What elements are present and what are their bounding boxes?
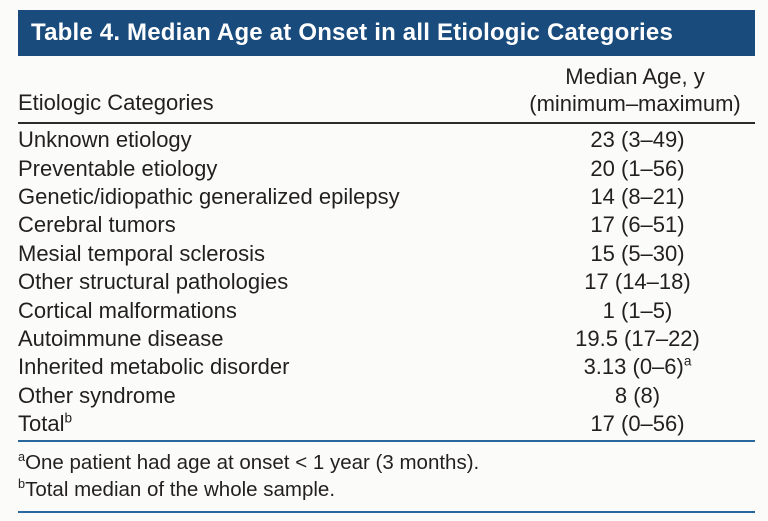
- value-label: 23 (3–49): [590, 127, 685, 153]
- category-superscript: b: [64, 410, 73, 426]
- value-label: 14 (8–21): [590, 183, 685, 209]
- category-cell: Genetic/idiopathic generalized epilepsy: [18, 184, 520, 210]
- category-label: Mesial temporal sclerosis: [18, 240, 265, 266]
- category-cell: Autoimmune disease: [18, 326, 520, 352]
- footnotes-bottom-rule: [18, 511, 755, 514]
- column-header-categories: Etiologic Categories: [18, 90, 214, 115]
- category-cell: Mesial temporal sclerosis: [18, 241, 520, 267]
- category-cell: Cortical malformations: [18, 298, 520, 324]
- category-cell: Other syndrome: [18, 383, 520, 409]
- column-header-median-age-line1: Median Age, y: [565, 64, 705, 89]
- value-cell: 23 (3–49): [520, 127, 755, 153]
- table-row: Other syndrome 8 (8): [18, 382, 755, 410]
- table-row-total: Totalb 17 (0–56): [18, 410, 755, 438]
- table-row: Preventable etiology 20 (1–56): [18, 154, 755, 182]
- value-label: 19.5 (17–22): [575, 325, 700, 351]
- column-header-median-age-line2: (minimum–maximum): [529, 91, 741, 116]
- category-cell: Preventable etiology: [18, 156, 520, 182]
- category-cell: Other structural pathologies: [18, 269, 520, 295]
- value-cell: 17 (14–18): [520, 269, 755, 295]
- footnote-a-text: One patient had age at onset < 1 year (3…: [25, 451, 480, 475]
- category-label: Total: [18, 411, 65, 437]
- value-cell: 1 (1–5): [520, 298, 755, 324]
- table-footnotes: aOne patient had age at onset < 1 year (…: [18, 442, 755, 511]
- value-cell: 14 (8–21): [520, 184, 755, 210]
- category-label: Other syndrome: [18, 382, 176, 408]
- column-header-median-age: Median Age, y (minimum–maximum): [515, 63, 755, 117]
- category-label: Cortical malformations: [18, 297, 237, 323]
- value-cell: 19.5 (17–22): [520, 326, 755, 352]
- table-body: Unknown etiology 23 (3–49) Preventable e…: [18, 124, 755, 438]
- footnote-a-superscript: a: [18, 449, 26, 465]
- table-row: Genetic/idiopathic generalized epilepsy …: [18, 183, 755, 211]
- table-row: Cerebral tumors 17 (6–51): [18, 211, 755, 239]
- footnote-b-superscript: b: [18, 476, 26, 492]
- category-label: Autoimmune disease: [18, 325, 224, 351]
- table-bottom-rule: [18, 440, 755, 443]
- value-cell: 15 (5–30): [520, 241, 755, 267]
- footnote-b: bTotal median of the whole sample.: [18, 476, 755, 503]
- column-header-row: Etiologic Categories Median Age, y (mini…: [18, 56, 755, 124]
- table-row: Mesial temporal sclerosis 15 (5–30): [18, 240, 755, 268]
- category-cell: Cerebral tumors: [18, 212, 520, 238]
- table-row: Other structural pathologies 17 (14–18): [18, 268, 755, 296]
- value-label: 3.13 (0–6): [583, 354, 684, 380]
- table-row: Autoimmune disease 19.5 (17–22): [18, 325, 755, 353]
- table-title-bar: Table 4. Median Age at Onset in all Etio…: [18, 10, 755, 56]
- value-cell: 3.13 (0–6)a: [520, 354, 755, 380]
- category-label: Cerebral tumors: [18, 212, 176, 238]
- table-title: Table 4. Median Age at Onset in all Etio…: [31, 19, 673, 46]
- category-label: Preventable etiology: [18, 155, 218, 181]
- table-row: Cortical malformations 1 (1–5): [18, 296, 755, 324]
- category-cell: Inherited metabolic disorder: [18, 354, 520, 380]
- category-label: Inherited metabolic disorder: [18, 354, 290, 380]
- value-label: 17 (6–51): [590, 212, 685, 238]
- value-label: 20 (1–56): [590, 155, 685, 181]
- category-label: Other structural pathologies: [18, 269, 289, 295]
- category-cell: Totalb: [18, 411, 520, 437]
- value-cell: 20 (1–56): [520, 156, 755, 182]
- value-label: 15 (5–30): [590, 240, 685, 266]
- value-superscript: a: [683, 353, 692, 369]
- category-label: Unknown etiology: [18, 127, 192, 153]
- value-label: 17 (14–18): [584, 269, 691, 295]
- footnote-a: aOne patient had age at onset < 1 year (…: [18, 449, 755, 476]
- value-label: 8 (8): [614, 382, 661, 408]
- footnote-b-text: Total median of the whole sample.: [25, 478, 336, 502]
- value-cell: 8 (8): [520, 383, 755, 409]
- category-cell: Unknown etiology: [18, 127, 520, 153]
- category-label: Genetic/idiopathic generalized epilepsy: [18, 183, 400, 209]
- table-row: Inherited metabolic disorder 3.13 (0–6)a: [18, 353, 755, 381]
- value-label: 17 (0–56): [590, 411, 685, 437]
- value-cell: 17 (6–51): [520, 212, 755, 238]
- value-label: 1 (1–5): [602, 297, 673, 323]
- table-4-card: Table 4. Median Age at Onset in all Etio…: [18, 10, 755, 514]
- value-cell: 17 (0–56): [520, 411, 755, 437]
- table-row: Unknown etiology 23 (3–49): [18, 126, 755, 154]
